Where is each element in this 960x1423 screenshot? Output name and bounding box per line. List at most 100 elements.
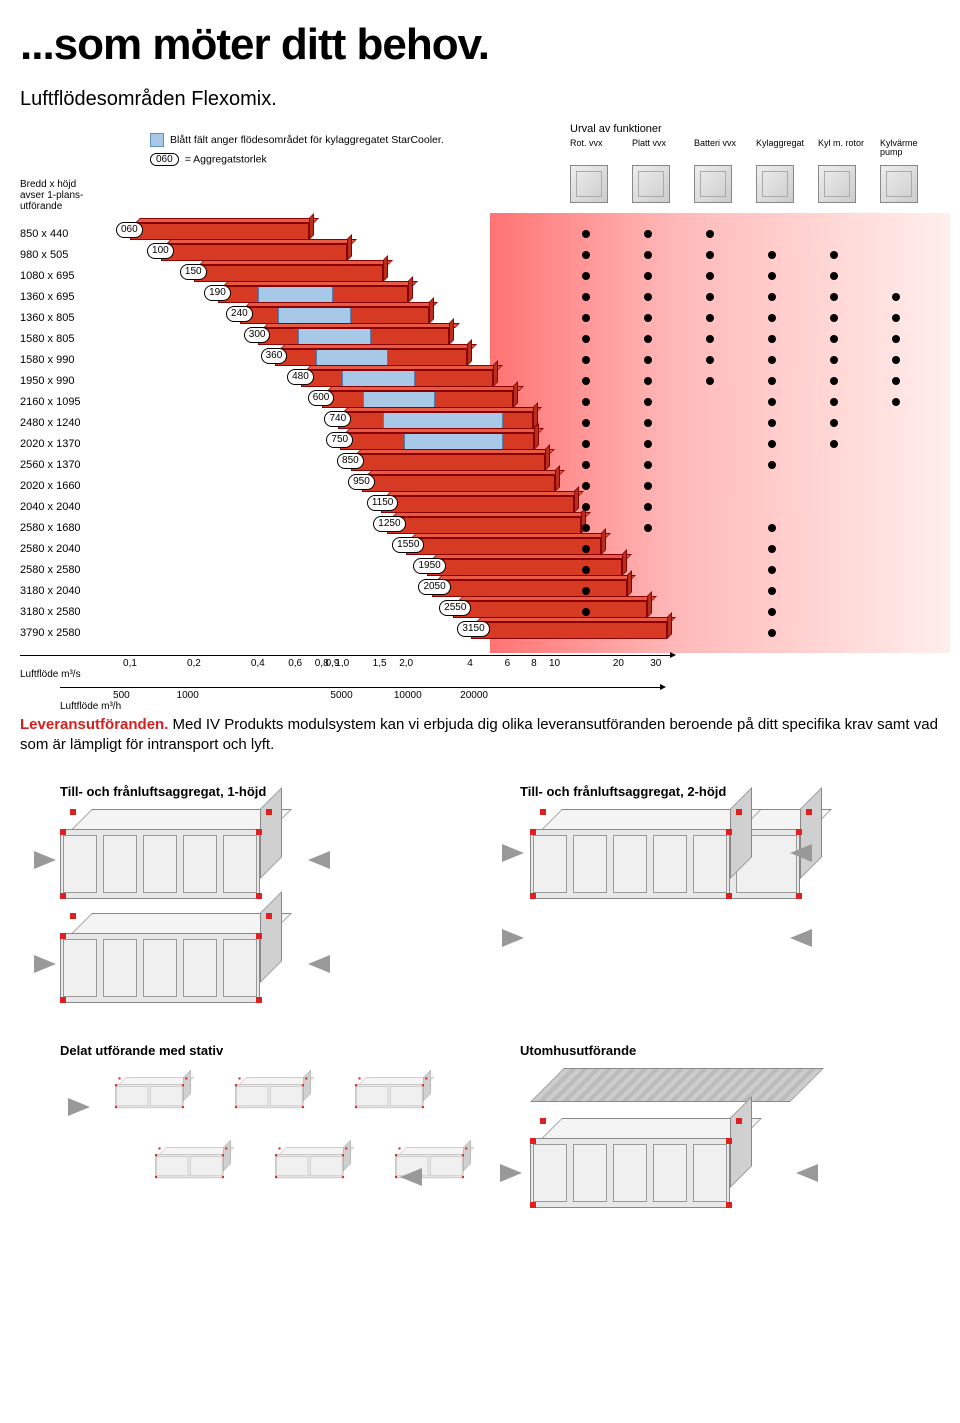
subtitle: Luftflödesområden Flexomix. (20, 88, 940, 111)
dot-cell (694, 622, 756, 643)
dot-row (570, 601, 940, 622)
dot-cell (632, 328, 694, 349)
dot-cell (818, 622, 880, 643)
function-col: Batteri vvx (694, 139, 756, 203)
axis-tick: 0,2 (187, 658, 201, 669)
axis-tick: 0,1 (123, 658, 137, 669)
axis-tick: 8 (531, 658, 537, 669)
dot-cell (632, 244, 694, 265)
figure-b: Till- och frånluftsaggregat, 2-höjd (480, 778, 940, 1037)
dot-row (570, 391, 940, 412)
dot-cell (570, 370, 632, 391)
dot-cell (880, 538, 942, 559)
dot-cell (756, 517, 818, 538)
size-pill: 1550 (392, 537, 424, 553)
dot-cell (818, 517, 880, 538)
dot-cell (756, 412, 818, 433)
dot-cell (694, 538, 756, 559)
dot-cell (818, 496, 880, 517)
dot-cell (632, 265, 694, 286)
dot-row (570, 580, 940, 601)
dot-cell (632, 454, 694, 475)
dot-cell (570, 454, 632, 475)
dot-cell (818, 370, 880, 391)
function-title: Urval av funktioner (570, 123, 940, 135)
x-axis-m3s: 0,10,20,40,60,80,91,01,52,0468102030 Luf… (20, 655, 670, 670)
dot-cell (570, 244, 632, 265)
dot-cell (570, 223, 632, 244)
dot-row (570, 349, 940, 370)
dot-cell (756, 433, 818, 454)
dot-cell (632, 517, 694, 538)
arrow-icon (34, 851, 56, 869)
dim-row: 2020 x 1660 (20, 475, 81, 496)
figure-a: Till- och frånluftsaggregat, 1-höjd (20, 778, 480, 1037)
function-col: Kylaggregat (756, 139, 818, 203)
dot-cell (632, 349, 694, 370)
dot-row (570, 622, 940, 643)
dot-cell (694, 601, 756, 622)
dim-row: 2040 x 2040 (20, 496, 81, 517)
dot-cell (632, 475, 694, 496)
arrow-icon (68, 1098, 90, 1116)
dot-cell (570, 517, 632, 538)
dim-row: 1580 x 990 (20, 349, 81, 370)
dot-cell (880, 559, 942, 580)
dot-cell (632, 370, 694, 391)
axis-tick: 20 (613, 658, 624, 669)
dot-cell (756, 349, 818, 370)
legend-size-text: = Aggregatstorlek (185, 153, 267, 165)
dot-row (570, 244, 940, 265)
dot-cell (694, 475, 756, 496)
unit-iso (155, 1147, 237, 1178)
axis-tick: 5000 (330, 690, 352, 701)
size-pill: 740 (324, 411, 351, 427)
dot-cell (570, 580, 632, 601)
axis-tick: 0,4 (251, 658, 265, 669)
unit-iso (355, 1077, 437, 1108)
dot-row (570, 328, 940, 349)
function-icon (694, 165, 732, 203)
size-pill: 1950 (413, 558, 445, 574)
arrow-icon (790, 844, 812, 862)
dot-cell (694, 223, 756, 244)
dot-cell (694, 391, 756, 412)
dot-cell (570, 349, 632, 370)
dot-cell (570, 286, 632, 307)
size-pill: 2550 (439, 600, 471, 616)
dot-cell (818, 328, 880, 349)
dot-cell (570, 307, 632, 328)
dot-cell (632, 307, 694, 328)
dot-cell (632, 391, 694, 412)
size-pill: 850 (337, 453, 364, 469)
dot-cell (570, 622, 632, 643)
unit-iso (530, 809, 770, 899)
figure-c: Delat utförande med stativ (20, 1037, 480, 1256)
axis2-unit: Luftflöde m³/h (60, 701, 121, 712)
function-icon (880, 165, 918, 203)
axis-tick: 6 (505, 658, 511, 669)
dot-row (570, 223, 940, 244)
dot-cell (880, 370, 942, 391)
dot-row (570, 517, 940, 538)
axis-tick: 4 (467, 658, 473, 669)
size-pill: 100 (147, 243, 174, 259)
function-icon (632, 165, 670, 203)
dim-axis-label: Bredd x höjd avser 1-plans- utförande (20, 179, 100, 212)
dot-cell (818, 433, 880, 454)
arrow-icon (34, 955, 56, 973)
dot-cell (880, 349, 942, 370)
size-pill: 150 (180, 264, 207, 280)
dot-cell (818, 286, 880, 307)
dot-cell (694, 286, 756, 307)
dim-row: 2480 x 1240 (20, 412, 81, 433)
dot-row (570, 454, 940, 475)
dot-cell (570, 559, 632, 580)
arrow-icon (308, 851, 330, 869)
dot-cell (818, 559, 880, 580)
dot-cell (694, 517, 756, 538)
axis-tick: 10 (549, 658, 560, 669)
unit-iso (235, 1077, 317, 1108)
dim-row: 980 x 505 (20, 244, 81, 265)
dot-cell (632, 433, 694, 454)
